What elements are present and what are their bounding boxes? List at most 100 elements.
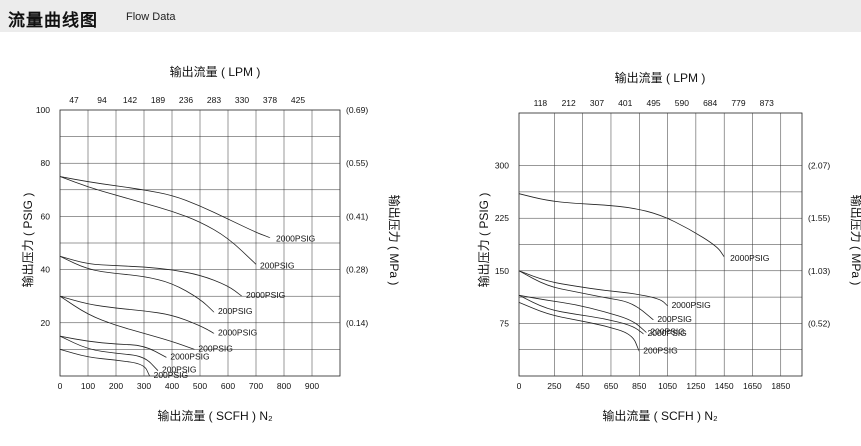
y-tick-label: 20 bbox=[41, 318, 51, 328]
plot-area-0: 47 94 142 189 236 283 330 378 425 20 40 60 80 100 (0.6… bbox=[36, 95, 369, 391]
y-tick-label: 225 bbox=[495, 213, 509, 223]
x-tick-label: 700 bbox=[249, 381, 263, 391]
series-label-5: 200PSIG bbox=[198, 343, 233, 353]
x-tick-label: 500 bbox=[193, 381, 207, 391]
top-tick-label: 495 bbox=[646, 98, 660, 108]
series-label-1: 200PSIG bbox=[260, 260, 295, 270]
y2-tick-label: (0.28) bbox=[346, 265, 368, 275]
y2-tick-label: (0.69) bbox=[346, 105, 368, 115]
x-tick-label: 300 bbox=[137, 381, 151, 391]
y-tick-label: 40 bbox=[41, 265, 51, 275]
x-tick-label: 450 bbox=[576, 381, 590, 391]
right-top-axis-title: 输出流量 ( LPM ) bbox=[615, 70, 706, 85]
y2-tick-label: (0.55) bbox=[346, 158, 368, 168]
y-tick-label: 60 bbox=[41, 211, 51, 221]
left-top-axis-title: 输出流量 ( LPM ) bbox=[170, 64, 261, 79]
y2-tick-label: (0.14) bbox=[346, 318, 368, 328]
x-tick-label: 800 bbox=[277, 381, 291, 391]
x-tick-label: 0 bbox=[58, 381, 63, 391]
y-tick-label: 150 bbox=[495, 266, 509, 276]
x-tick-label: 1050 bbox=[658, 381, 677, 391]
series-label-2: 200PSIG bbox=[657, 314, 692, 324]
series-line-1 bbox=[518, 270, 668, 307]
header-bar: 流量曲线图 Flow Data bbox=[0, 0, 861, 32]
series-line-2 bbox=[59, 255, 243, 297]
y2-tick-label: (2.07) bbox=[808, 161, 830, 171]
left-x-axis-title: 输出流量 ( SCFH ) N₂ bbox=[157, 408, 273, 423]
series-line-0 bbox=[518, 193, 725, 258]
left-y2-axis-title: 输出压力 ( MPa ) bbox=[387, 195, 402, 286]
top-tick-label: 236 bbox=[179, 95, 193, 105]
series-line-7 bbox=[59, 335, 159, 371]
x-tick-label: 1250 bbox=[686, 381, 705, 391]
series-line-2 bbox=[518, 270, 654, 321]
top-tick-label: 401 bbox=[618, 98, 632, 108]
top-tick-label: 212 bbox=[562, 98, 576, 108]
y2-tick-label: (0.41) bbox=[346, 211, 368, 221]
x-tick-label: 100 bbox=[81, 381, 95, 391]
page-title: 流量曲线图 bbox=[8, 11, 98, 31]
x-tick-label: 600 bbox=[221, 381, 235, 391]
series-label-8: 200PSIG bbox=[154, 370, 189, 380]
series-line-4 bbox=[518, 294, 644, 335]
top-tick-label: 684 bbox=[703, 98, 717, 108]
top-tick-label: 779 bbox=[731, 98, 745, 108]
series-line-5 bbox=[59, 295, 195, 350]
top-tick-label: 425 bbox=[291, 95, 305, 105]
x-tick-label: 650 bbox=[604, 381, 618, 391]
top-tick-label: 873 bbox=[760, 98, 774, 108]
series-line-3 bbox=[59, 255, 215, 313]
series-line-6 bbox=[59, 335, 167, 358]
x-tick-label: 200 bbox=[109, 381, 123, 391]
series-label-0: 2000PSIG bbox=[730, 253, 769, 263]
right-x-axis-title: 输出流量 ( SCFH ) N₂ bbox=[602, 408, 718, 423]
top-tick-label: 94 bbox=[97, 95, 107, 105]
series-label-7: 200PSIG bbox=[162, 365, 197, 375]
series-label-3: 200PSIG bbox=[218, 306, 253, 316]
right-y2-axis-title: 输出压力 ( MPa ) bbox=[849, 195, 861, 286]
series-label-4: 2000PSIG bbox=[218, 327, 257, 337]
right-y-axis-title: 输出压力 ( PSIG ) bbox=[476, 193, 491, 288]
x-tick-label: 400 bbox=[165, 381, 179, 391]
y2-tick-label: (0.52) bbox=[808, 318, 830, 328]
series-label-3: 200PSIG bbox=[650, 327, 685, 337]
series-line-0 bbox=[59, 176, 271, 239]
top-tick-label: 118 bbox=[534, 98, 548, 108]
x-tick-label: 0 bbox=[517, 381, 522, 391]
series-line-5 bbox=[518, 302, 640, 352]
top-tick-label: 283 bbox=[207, 95, 221, 105]
x-tick-label: 900 bbox=[305, 381, 319, 391]
series-label-2: 2000PSIG bbox=[246, 290, 285, 300]
top-tick-label: 47 bbox=[69, 95, 79, 105]
left-y-axis-title: 输出压力 ( PSIG ) bbox=[20, 193, 35, 288]
top-tick-label: 378 bbox=[263, 95, 277, 105]
y2-tick-label: (1.55) bbox=[808, 213, 830, 223]
series-label-4: 2000PSIG bbox=[648, 328, 687, 338]
series-label-0: 2000PSIG bbox=[276, 234, 315, 244]
top-tick-label: 307 bbox=[590, 98, 604, 108]
x-tick-label: 250 bbox=[547, 381, 561, 391]
x-tick-label: 1450 bbox=[715, 381, 734, 391]
top-tick-label: 330 bbox=[235, 95, 249, 105]
y-tick-label: 80 bbox=[41, 158, 51, 168]
y-tick-label: 300 bbox=[495, 161, 509, 171]
right-chart: 输出流量 ( LPM ) 输出流量 ( SCFH ) N₂ 输出压力 ( PSI… bbox=[476, 70, 861, 423]
series-line-8 bbox=[59, 349, 150, 377]
series-label-5: 200PSIG bbox=[643, 345, 678, 355]
left-chart: 输出流量 ( LPM ) 输出流量 ( SCFH ) N₂ 输出压力 ( PSI… bbox=[20, 64, 402, 423]
series-label-6: 2000PSIG bbox=[170, 351, 209, 361]
x-tick-label: 1650 bbox=[743, 381, 762, 391]
top-tick-label: 189 bbox=[151, 95, 165, 105]
y-tick-label: 100 bbox=[36, 105, 50, 115]
series-line-1 bbox=[59, 176, 257, 265]
top-tick-label: 142 bbox=[123, 95, 137, 105]
plot-area-1: 118 212 307 401 495 590 684 779 873 75 150 225 300 (2… bbox=[495, 98, 831, 391]
y2-tick-label: (1.03) bbox=[808, 266, 830, 276]
y-tick-label: 75 bbox=[500, 318, 510, 328]
series-label-1: 2000PSIG bbox=[672, 300, 711, 310]
x-tick-label: 1850 bbox=[771, 381, 790, 391]
page-subtitle: Flow Data bbox=[126, 11, 176, 23]
series-line-3 bbox=[518, 294, 647, 333]
series-line-4 bbox=[59, 295, 215, 334]
